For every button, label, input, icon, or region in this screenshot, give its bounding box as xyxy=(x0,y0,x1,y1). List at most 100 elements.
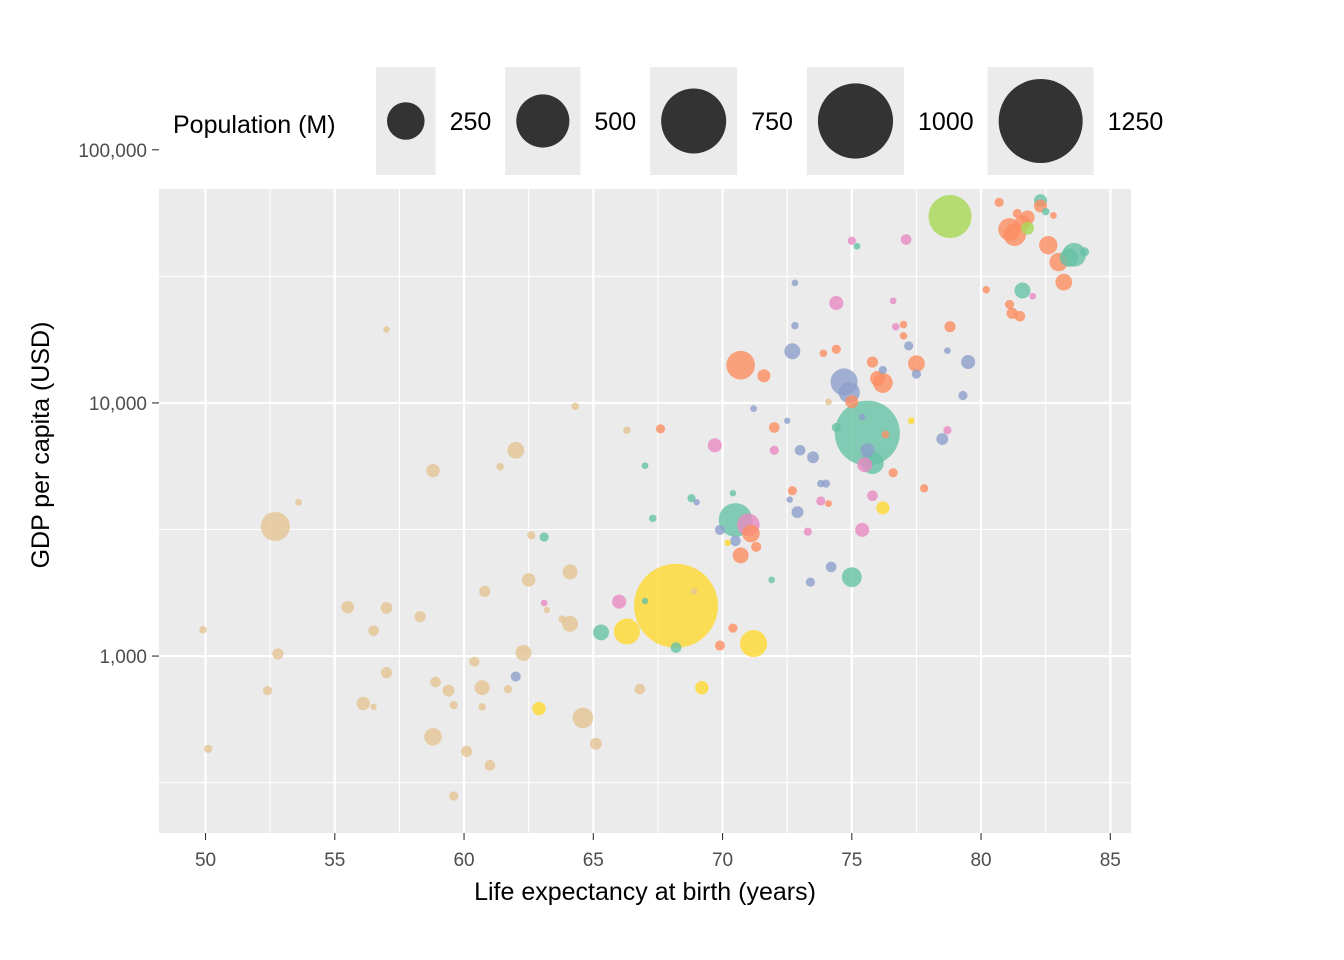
data-point xyxy=(426,463,440,478)
x-tick-label: 65 xyxy=(583,850,604,871)
data-point xyxy=(920,484,929,493)
data-point xyxy=(562,615,579,632)
data-point xyxy=(1014,310,1026,322)
data-point xyxy=(634,683,646,695)
data-point xyxy=(507,441,525,459)
data-point xyxy=(791,279,799,287)
data-point xyxy=(819,349,828,358)
data-point xyxy=(742,524,760,543)
legend-key-circle xyxy=(516,94,570,148)
legend-key-label: 500 xyxy=(594,108,636,136)
data-point xyxy=(994,197,1004,207)
data-point xyxy=(295,498,302,506)
data-point xyxy=(825,561,837,573)
legend-keys: 250 500 750 1000 1250 xyxy=(376,67,1163,175)
data-point xyxy=(958,390,968,401)
data-point xyxy=(383,326,390,333)
data-point xyxy=(356,696,370,711)
data-point xyxy=(532,701,546,716)
data-point xyxy=(1059,248,1079,267)
data-points xyxy=(199,194,1090,801)
data-point xyxy=(853,242,861,250)
legend-key-circle xyxy=(661,88,727,154)
y-axis: 1,000 10,000 100,000 xyxy=(78,141,159,668)
legend-key-circle xyxy=(817,83,894,159)
data-point xyxy=(857,457,873,473)
data-point xyxy=(740,630,768,658)
data-point xyxy=(1020,210,1035,225)
data-point xyxy=(540,599,548,607)
data-point xyxy=(687,494,696,503)
data-point xyxy=(817,479,825,488)
data-point xyxy=(787,486,797,496)
data-point xyxy=(876,501,890,515)
data-point xyxy=(944,321,956,333)
data-point xyxy=(899,332,908,340)
data-point xyxy=(729,489,737,497)
data-point xyxy=(1021,221,1035,235)
data-point xyxy=(870,370,886,386)
data-point xyxy=(623,426,631,434)
data-point xyxy=(510,671,521,682)
x-tick-label: 50 xyxy=(195,850,216,871)
data-point xyxy=(589,737,602,750)
data-point xyxy=(867,490,878,502)
data-point xyxy=(515,644,532,661)
x-tick-label: 60 xyxy=(453,850,474,871)
data-point xyxy=(424,727,442,746)
data-point xyxy=(847,236,856,245)
data-point xyxy=(612,594,627,609)
data-point xyxy=(891,322,900,331)
data-point xyxy=(260,511,290,542)
data-point xyxy=(571,402,579,411)
data-point xyxy=(714,524,726,535)
data-point xyxy=(783,417,791,424)
data-point xyxy=(1039,235,1058,255)
data-point xyxy=(634,563,719,648)
data-point xyxy=(199,626,207,634)
data-point xyxy=(449,701,458,710)
data-point xyxy=(829,296,844,311)
data-point xyxy=(380,601,393,614)
data-point xyxy=(791,506,804,519)
data-point xyxy=(791,321,799,330)
data-point xyxy=(1041,207,1050,216)
data-point xyxy=(1050,212,1057,219)
data-point xyxy=(272,648,284,660)
x-axis-title: Life expectancy at birth (years) xyxy=(474,878,816,906)
data-point xyxy=(807,451,819,464)
data-point xyxy=(724,539,731,547)
data-point xyxy=(670,642,682,653)
legend-key-circle xyxy=(998,79,1083,163)
data-point xyxy=(825,398,832,406)
legend-key-label: 1000 xyxy=(918,108,974,136)
minor-gridlines xyxy=(159,189,1131,833)
data-point xyxy=(907,417,915,425)
data-point xyxy=(648,514,657,523)
data-point xyxy=(982,285,990,294)
data-point xyxy=(899,320,908,329)
data-point xyxy=(768,422,780,433)
data-point xyxy=(768,576,776,584)
data-point xyxy=(613,618,640,645)
data-point xyxy=(732,547,749,564)
data-point xyxy=(784,343,801,360)
y-tick-label: 1,000 xyxy=(99,647,147,668)
data-point xyxy=(474,680,490,696)
plot-panel xyxy=(159,189,1131,833)
data-point xyxy=(479,585,491,598)
data-point xyxy=(714,640,726,651)
data-point xyxy=(860,443,875,458)
data-point xyxy=(690,588,698,595)
data-point xyxy=(803,527,812,536)
x-tick-label: 80 xyxy=(970,850,991,871)
data-point xyxy=(928,194,972,239)
data-point xyxy=(944,347,951,354)
data-point xyxy=(858,413,866,421)
data-point xyxy=(908,355,925,373)
data-point xyxy=(469,656,480,667)
data-point xyxy=(414,611,426,623)
data-point xyxy=(866,356,879,368)
data-point xyxy=(558,615,567,623)
data-point xyxy=(961,355,976,370)
